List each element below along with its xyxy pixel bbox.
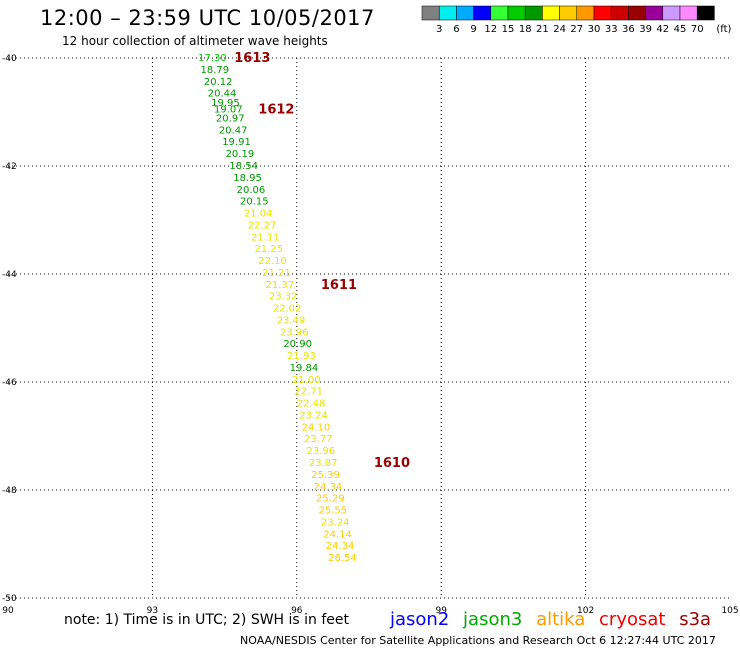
swh-point-label: 23.77 bbox=[304, 434, 333, 445]
swh-point-label: 23.96 bbox=[306, 446, 335, 457]
y-tick-label: -48 bbox=[2, 486, 17, 496]
y-tick-label: -46 bbox=[2, 378, 17, 388]
time-label: 1613 bbox=[234, 51, 270, 66]
swh-point-label: 22.02 bbox=[273, 304, 302, 315]
satellite-jason3: jason3 bbox=[463, 609, 523, 630]
legend-label: 27 bbox=[570, 24, 583, 35]
swh-point-label: 26.54 bbox=[328, 553, 357, 564]
color-legend: 3 6 9 12 15 18 21 24 27 30 33 36 39 42 45 70 (ft) bbox=[421, 5, 732, 35]
satellite-jason2: jason2 bbox=[390, 609, 450, 630]
legend-label: 24 bbox=[553, 24, 566, 35]
time-label: 1612 bbox=[258, 102, 294, 117]
satellite-s3a: s3a bbox=[679, 609, 712, 630]
swh-point-label: 21.04 bbox=[244, 209, 273, 220]
swh-point-label: 23.24 bbox=[321, 517, 350, 528]
swh-point-label: 18.79 bbox=[201, 65, 230, 76]
time-label: 1610 bbox=[374, 456, 410, 471]
legend-label: 12 bbox=[484, 24, 497, 35]
swh-point-label: 24.34 bbox=[314, 482, 343, 493]
swh-point-label: 19.07 bbox=[214, 104, 243, 115]
swh-point-label: 21.21 bbox=[262, 268, 291, 279]
legend-label: 21 bbox=[536, 24, 549, 35]
swh-point-label: 23.32 bbox=[269, 292, 298, 303]
legend-label: 39 bbox=[639, 24, 652, 35]
footer-credit: NOAA/NESDIS Center for Satellite Applica… bbox=[240, 634, 716, 647]
swh-point-label: 22.27 bbox=[248, 220, 277, 231]
y-tick-label: -50 bbox=[2, 594, 17, 604]
legend-label: 70 bbox=[691, 24, 704, 35]
legend-label: 6 bbox=[453, 24, 459, 35]
satellite-altika: altika bbox=[536, 609, 586, 630]
legend-label: 18 bbox=[519, 24, 532, 35]
swh-point-label: 21.37 bbox=[266, 280, 295, 291]
swh-point-label: 19.95 bbox=[211, 98, 240, 109]
swh-point-label: 19.84 bbox=[290, 363, 319, 374]
swh-point-label: 24.14 bbox=[323, 529, 352, 540]
swh-point-label: 21.93 bbox=[287, 351, 316, 362]
x-tick-label: 102 bbox=[577, 606, 594, 616]
swh-point-label: 21.25 bbox=[254, 244, 283, 255]
legend-label: 33 bbox=[605, 24, 618, 35]
swh-point-label: 25.39 bbox=[311, 470, 340, 481]
swh-point-label: 22.71 bbox=[294, 387, 323, 398]
swh-point-label: 20.97 bbox=[216, 113, 245, 124]
x-tick-label: 90 bbox=[2, 606, 14, 616]
swh-point-label: 18.95 bbox=[233, 173, 262, 184]
swh-point-label: 20.19 bbox=[226, 149, 255, 160]
y-tick-label: -42 bbox=[2, 162, 17, 172]
swh-point-label: 23.24 bbox=[299, 410, 328, 421]
swh-point-label: 20.06 bbox=[237, 185, 266, 196]
x-tick-label: 96 bbox=[291, 606, 303, 616]
time-label: 1611 bbox=[321, 278, 357, 293]
swh-point-label: 25.29 bbox=[316, 494, 345, 505]
swh-point-label: 23.49 bbox=[277, 315, 306, 326]
legend-label: 9 bbox=[470, 24, 476, 35]
swh-point-label: 23.96 bbox=[280, 327, 309, 338]
swh-point-label: 18.54 bbox=[229, 161, 258, 172]
swh-point-label: 20.90 bbox=[283, 339, 312, 350]
swh-point-label: 22.48 bbox=[297, 399, 326, 410]
swh-point-label: 20.15 bbox=[240, 197, 269, 208]
swh-point-label: 25.55 bbox=[318, 506, 347, 517]
x-tick-label: 99 bbox=[435, 606, 447, 616]
legend-label: 15 bbox=[502, 24, 515, 35]
swh-point-label: 17.30 bbox=[198, 53, 227, 64]
swh-point-label: 20.12 bbox=[204, 77, 233, 88]
y-tick-label: -44 bbox=[2, 270, 17, 280]
legend-label: 3 bbox=[436, 24, 442, 35]
legend-swatch bbox=[696, 5, 715, 21]
satellite-cryosat: cryosat bbox=[599, 609, 666, 630]
page-title: 12:00 – 23:59 UTC 10/05/2017 bbox=[40, 6, 375, 30]
legend-label: 45 bbox=[674, 24, 687, 35]
x-tick-label: 105 bbox=[721, 606, 738, 616]
page-subtitle: 12 hour collection of altimeter wave hei… bbox=[62, 34, 328, 48]
swh-point-label: 24.10 bbox=[302, 422, 331, 433]
note-text: note: 1) Time is in UTC; 2) SWH is in fe… bbox=[64, 612, 350, 628]
legend-unit: (ft) bbox=[716, 24, 731, 35]
swh-point-label: 21.00 bbox=[292, 375, 321, 386]
legend-label: 36 bbox=[622, 24, 635, 35]
legend-label: 42 bbox=[656, 24, 669, 35]
swh-point-label: 22.10 bbox=[258, 256, 287, 267]
x-tick-label: 93 bbox=[147, 606, 158, 616]
legend-label: 30 bbox=[588, 24, 601, 35]
swh-point-label: 21.11 bbox=[251, 232, 280, 243]
swh-point-label: 19.91 bbox=[222, 137, 251, 148]
y-tick-label: -40 bbox=[2, 54, 17, 64]
swh-point-label: 20.47 bbox=[219, 125, 248, 136]
swh-point-label: 23.87 bbox=[309, 458, 338, 469]
swh-point-label: 24.34 bbox=[326, 541, 355, 552]
satellite-legend: jason2 jason3 altika cryosat s3a bbox=[390, 609, 719, 630]
swh-point-label: 20.44 bbox=[208, 89, 237, 100]
